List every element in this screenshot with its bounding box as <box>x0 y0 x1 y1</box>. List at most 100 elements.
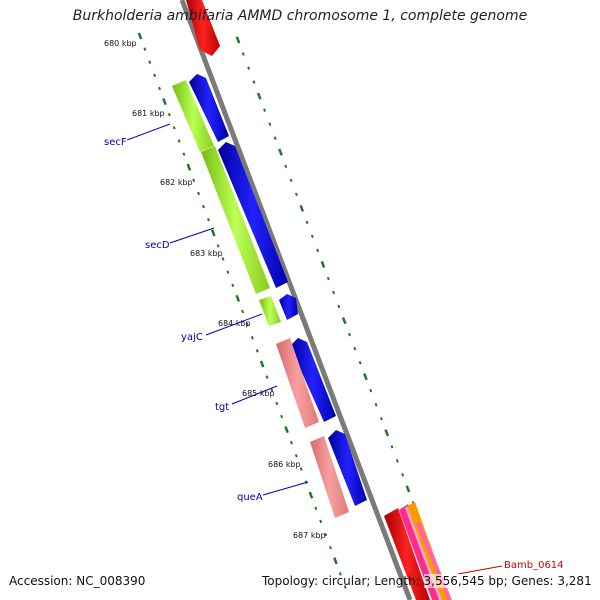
ruler-dash <box>206 217 210 222</box>
ruler-dash <box>384 429 390 437</box>
ruler-dash <box>284 164 288 169</box>
ruler-dash <box>316 248 320 253</box>
tick-label-680: 680 kbp <box>104 39 137 48</box>
ruler-dash <box>275 401 279 406</box>
secD-leader <box>169 227 215 244</box>
gene-arrow-top-red <box>186 0 220 56</box>
ruler-dash <box>210 229 216 237</box>
topology-value: circular; <box>321 574 371 588</box>
queA-leader <box>262 481 309 496</box>
ruler-dash <box>374 402 378 407</box>
ruler-dash <box>148 60 152 64</box>
ruler-dash <box>324 532 328 537</box>
ruler-dash <box>186 163 192 171</box>
ruler-dash <box>405 485 411 493</box>
gene-secF-bar[interactable] <box>172 80 214 152</box>
genome-stats: Topology: circular; Length: 3,556,545 bp… <box>262 574 592 588</box>
genome-title: Burkholderia ambifaria AMMD chromosome 1… <box>72 8 528 24</box>
ruler-dash <box>320 260 326 268</box>
ruler-dash <box>338 572 342 576</box>
ruler-dash <box>235 294 241 302</box>
ruler-dash <box>273 136 277 140</box>
ruler-dash <box>363 373 368 381</box>
gene-label-queA[interactable]: queA <box>237 492 263 503</box>
gene-blue-4[interactable] <box>290 338 336 422</box>
gene-blue-1[interactable] <box>189 74 229 142</box>
ruler-dash <box>252 80 256 84</box>
ruler-dash <box>284 426 289 434</box>
kbp-ruler <box>137 32 347 589</box>
tick-label-687: 687 kbp <box>293 531 326 540</box>
ruler-dash <box>172 126 176 130</box>
ruler-dash <box>310 234 314 239</box>
bamb0614-leader <box>457 565 503 575</box>
ruler-dash <box>158 86 162 91</box>
ruler-dash <box>299 467 303 471</box>
ruler-dash <box>177 139 181 143</box>
ruler-dash <box>247 66 251 70</box>
gene-label-tgt[interactable]: tgt <box>215 402 229 413</box>
gene-red-bottom[interactable] <box>384 508 430 600</box>
ruler-dash <box>319 519 323 524</box>
ruler-dash <box>343 585 347 589</box>
tick-label-686: 686 kbp <box>268 460 301 469</box>
ruler-dash <box>192 178 196 183</box>
ruler-dash <box>226 270 230 274</box>
ruler-dash <box>255 349 259 353</box>
ruler-dash <box>369 388 373 393</box>
ruler-dash <box>137 32 143 40</box>
ruler-dash <box>308 491 314 499</box>
ruler-dash <box>280 414 284 419</box>
ruler-dash <box>270 388 274 392</box>
ruler-dash <box>353 346 357 351</box>
gene-blue-2[interactable] <box>218 142 288 288</box>
ruler-dash <box>289 440 293 445</box>
ruler-dash <box>216 244 220 248</box>
ruler-dash <box>326 276 330 281</box>
ruler-dash <box>162 98 167 106</box>
secF-leader <box>126 123 171 141</box>
gene-blue-3[interactable] <box>279 294 298 320</box>
gene-label-secF[interactable]: secF <box>104 137 127 148</box>
gene-tgt-bar[interactable] <box>276 338 319 428</box>
ruler-dash <box>278 148 283 156</box>
ruler-dash <box>337 304 341 309</box>
gene-secD-bar[interactable] <box>201 146 270 294</box>
ruler-dash <box>299 204 305 212</box>
ruler-dash <box>202 204 205 209</box>
ruler-dash <box>268 122 272 126</box>
ruler-dash <box>182 152 186 156</box>
yajC-leader <box>205 313 263 336</box>
gene-yajC-bar[interactable] <box>259 296 281 326</box>
ruler-dash <box>390 445 394 449</box>
gene-label-secD[interactable]: secD <box>145 240 170 251</box>
ruler-dash <box>241 52 245 56</box>
tick-label-681: 681 kbp <box>132 109 165 118</box>
ruler-dash <box>348 332 352 337</box>
ruler-dash <box>395 459 399 463</box>
ruler-dash <box>305 220 309 225</box>
gene-label-yajC[interactable]: yajC <box>181 332 203 343</box>
genes-value: 3,281 <box>557 574 592 588</box>
ruler-dash <box>332 290 336 295</box>
gene-blue-5[interactable] <box>328 430 367 506</box>
genes-label: Genes: <box>511 574 554 588</box>
tick-label-685: 685 kbp <box>242 389 275 398</box>
gene-label-bamb0614[interactable]: Bamb_0614 <box>504 560 564 571</box>
ruler-dash <box>265 375 269 379</box>
ruler-dash <box>379 417 383 421</box>
ruler-dash <box>333 557 338 565</box>
ruler-dash <box>314 506 318 511</box>
ruler-dash <box>259 360 265 368</box>
ruler-dash <box>245 322 249 327</box>
length-value: 3,556,545 bp; <box>423 574 508 588</box>
gene-queA-bar[interactable] <box>310 436 349 518</box>
ruler-dash <box>231 283 235 288</box>
accession-value: NC_008390 <box>76 574 146 588</box>
tick-label-683: 683 kbp <box>190 249 223 258</box>
ruler-dash <box>235 36 241 44</box>
ruler-dash <box>294 192 298 197</box>
accession-label: Accession: <box>9 574 73 588</box>
